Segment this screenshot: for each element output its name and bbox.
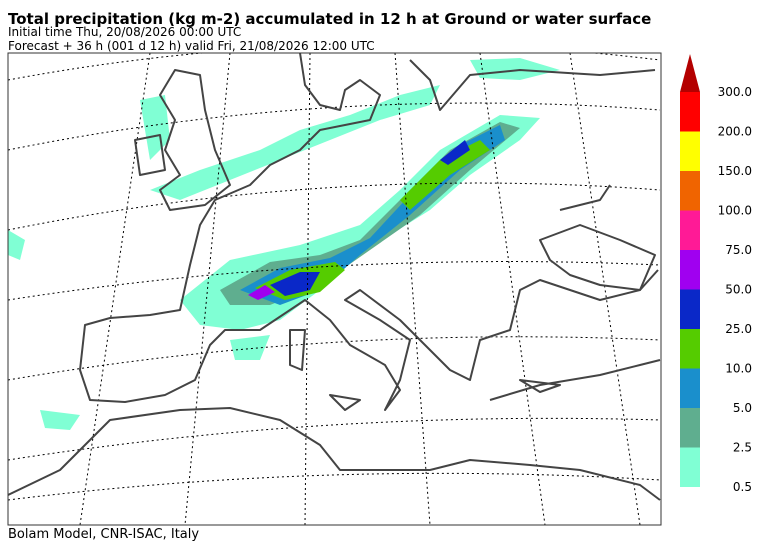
colorbar-swatch — [680, 447, 700, 487]
colorbar-arrow — [680, 54, 700, 92]
map-frame — [7, 52, 662, 526]
map — [8, 53, 661, 525]
colorbar-swatch — [680, 92, 700, 132]
colorbar-label: 75.0 — [725, 243, 752, 257]
colorbar-label: 150.0 — [718, 164, 752, 178]
colorbar-label: 300.0 — [718, 85, 752, 99]
colorbar-label: 200.0 — [718, 125, 752, 139]
colorbar-swatch — [680, 131, 700, 171]
coastlines — [8, 53, 661, 501]
title: Total precipitation (kg m-2) accumulated… — [8, 10, 651, 28]
colorbar-label: 2.5 — [733, 441, 752, 455]
precipitation — [8, 58, 560, 430]
footer: Bolam Model, CNR-ISAC, Italy — [8, 527, 199, 542]
colorbar-swatch — [680, 368, 700, 408]
colorbar-swatch — [680, 408, 700, 448]
colorbar-label: 25.0 — [725, 322, 752, 336]
graticule — [8, 53, 661, 525]
colorbar-swatch — [680, 289, 700, 329]
colorbar-label: 50.0 — [725, 283, 752, 297]
colorbar-swatch — [680, 210, 700, 250]
colorbar-swatch — [680, 329, 700, 369]
colorbar-swatch — [680, 250, 700, 290]
forecast-time: Forecast + 36 h (001 d 12 h) valid Fri, … — [8, 39, 375, 53]
colorbar-label: 0.5 — [733, 480, 752, 494]
colorbar-label: 100.0 — [718, 204, 752, 218]
colorbar-label: 10.0 — [725, 362, 752, 376]
initial-time: Initial time Thu, 20/08/2026 00:00 UTC — [8, 25, 241, 39]
colorbar-swatch — [680, 171, 700, 211]
colorbar: 0.5 2.5 5.0 10.0 25.0 50.0 75.0 100.0 150.0 200.0… — [680, 54, 752, 494]
colorbar-label: 5.0 — [733, 401, 752, 415]
